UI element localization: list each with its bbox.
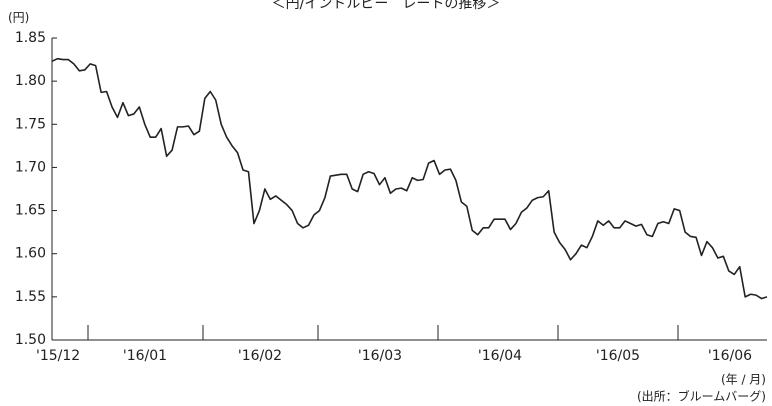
x-axis-ticks xyxy=(87,325,679,340)
y-unit: (円) xyxy=(8,11,29,25)
chart-title: ＜円/インドルピー レートの推移＞ xyxy=(272,0,501,12)
x-tick-label: '16/04 xyxy=(478,348,522,364)
x-tick-label: '16/06 xyxy=(708,348,752,364)
x-tick-label: '16/05 xyxy=(596,348,640,364)
y-tick-label: 1.65 xyxy=(15,203,46,219)
y-tick-label: 1.75 xyxy=(15,116,46,132)
x-unit: (年 / 月) xyxy=(721,373,766,387)
y-tick-label: 1.85 xyxy=(15,30,46,46)
y-tick-label: 1.80 xyxy=(15,73,46,89)
source: (出所：ブルームバーグ) xyxy=(637,389,766,404)
line-series xyxy=(51,57,768,300)
y-tick-label: 1.60 xyxy=(15,246,46,262)
x-tick-label: '16/03 xyxy=(358,348,402,364)
y-tick-label: 1.70 xyxy=(15,159,46,175)
x-tick-label: '16/01 xyxy=(123,348,167,364)
y-tick-label: 1.50 xyxy=(15,332,46,348)
x-tick-label: '16/02 xyxy=(238,348,282,364)
x-tick-label: '15/12 xyxy=(36,348,80,364)
y-tick-label: 1.55 xyxy=(15,289,46,305)
